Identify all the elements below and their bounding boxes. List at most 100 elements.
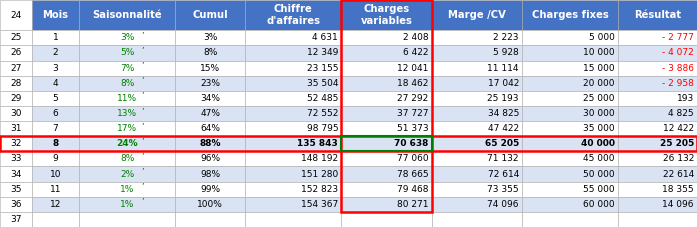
Text: 70 638: 70 638 xyxy=(395,139,429,148)
Text: 1: 1 xyxy=(52,33,59,42)
Text: Résultat: Résultat xyxy=(634,10,681,20)
Bar xyxy=(0,30,31,45)
Text: Mois: Mois xyxy=(43,10,68,20)
Bar xyxy=(431,106,522,121)
Bar xyxy=(341,0,431,212)
Bar xyxy=(175,166,245,182)
Text: 3: 3 xyxy=(52,64,59,73)
Bar xyxy=(79,106,175,121)
Text: 30 000: 30 000 xyxy=(583,109,615,118)
Text: 10 000: 10 000 xyxy=(583,49,615,57)
Bar xyxy=(175,106,245,121)
Text: 27: 27 xyxy=(10,64,22,73)
Text: Saisonnalité: Saisonnalité xyxy=(92,10,162,20)
Text: 3%: 3% xyxy=(203,33,217,42)
Text: 30: 30 xyxy=(10,109,22,118)
Bar xyxy=(522,30,618,45)
Bar xyxy=(431,121,522,136)
Bar xyxy=(245,212,341,227)
Bar xyxy=(341,0,431,30)
Text: 13%: 13% xyxy=(117,109,137,118)
Text: 78 665: 78 665 xyxy=(397,170,429,178)
Bar xyxy=(245,76,341,91)
Bar xyxy=(31,45,79,61)
Text: 47 422: 47 422 xyxy=(488,124,519,133)
Bar xyxy=(522,136,618,151)
Bar xyxy=(0,106,31,121)
Text: 25 000: 25 000 xyxy=(583,94,615,103)
Bar xyxy=(522,197,618,212)
Bar xyxy=(175,91,245,106)
Bar xyxy=(522,0,618,30)
Text: 31: 31 xyxy=(10,124,22,133)
Text: 25 193: 25 193 xyxy=(487,94,519,103)
Bar xyxy=(341,76,431,91)
Text: 15%: 15% xyxy=(200,64,220,73)
Text: ’: ’ xyxy=(141,77,144,86)
Text: 10: 10 xyxy=(49,170,61,178)
Bar xyxy=(245,61,341,76)
Text: 18 355: 18 355 xyxy=(662,185,694,194)
Text: 12 422: 12 422 xyxy=(663,124,694,133)
Bar xyxy=(522,166,618,182)
Bar xyxy=(618,182,697,197)
Text: 8%: 8% xyxy=(203,49,217,57)
Bar xyxy=(0,136,697,151)
Bar xyxy=(431,0,522,30)
Bar xyxy=(31,136,79,151)
Bar xyxy=(618,30,697,45)
Text: 36: 36 xyxy=(10,200,22,209)
Bar xyxy=(341,151,431,166)
Bar xyxy=(245,151,341,166)
Bar xyxy=(0,61,31,76)
Text: 35 504: 35 504 xyxy=(307,79,338,88)
Text: 1%: 1% xyxy=(120,185,135,194)
Bar xyxy=(341,30,431,45)
Text: 24%: 24% xyxy=(116,139,138,148)
Text: 29: 29 xyxy=(10,94,22,103)
Text: ’: ’ xyxy=(141,153,144,162)
Text: 52 485: 52 485 xyxy=(307,94,338,103)
Text: 11%: 11% xyxy=(117,94,137,103)
Bar xyxy=(245,166,341,182)
Bar xyxy=(79,151,175,166)
Text: ’: ’ xyxy=(141,123,144,132)
Text: 17%: 17% xyxy=(117,124,137,133)
Bar xyxy=(341,197,431,212)
Bar xyxy=(31,76,79,91)
Bar xyxy=(79,136,175,151)
Bar xyxy=(31,61,79,76)
Bar xyxy=(245,0,341,30)
Bar xyxy=(31,121,79,136)
Bar xyxy=(175,121,245,136)
Text: - 2 958: - 2 958 xyxy=(662,79,694,88)
Bar xyxy=(522,61,618,76)
Text: Charges fixes: Charges fixes xyxy=(532,10,608,20)
Bar xyxy=(431,151,522,166)
Text: Marge /CV: Marge /CV xyxy=(447,10,505,20)
Text: 23%: 23% xyxy=(200,79,220,88)
Bar xyxy=(175,76,245,91)
Bar xyxy=(0,166,31,182)
Text: 25: 25 xyxy=(10,33,22,42)
Text: 4 631: 4 631 xyxy=(312,33,338,42)
Bar xyxy=(245,45,341,61)
Text: 80 271: 80 271 xyxy=(397,200,429,209)
Text: 77 060: 77 060 xyxy=(397,154,429,163)
Bar xyxy=(341,106,431,121)
Bar xyxy=(175,182,245,197)
Text: 2 223: 2 223 xyxy=(493,33,519,42)
Text: 34: 34 xyxy=(10,170,22,178)
Text: 12 349: 12 349 xyxy=(307,49,338,57)
Text: ’: ’ xyxy=(141,47,144,56)
Text: 18 462: 18 462 xyxy=(397,79,429,88)
Text: 8: 8 xyxy=(52,139,59,148)
Text: 9: 9 xyxy=(52,154,59,163)
Bar xyxy=(175,197,245,212)
Text: 34 825: 34 825 xyxy=(487,109,519,118)
Text: 96%: 96% xyxy=(200,154,220,163)
Bar xyxy=(175,30,245,45)
Text: 15 000: 15 000 xyxy=(583,64,615,73)
Text: 8%: 8% xyxy=(120,154,135,163)
Bar xyxy=(79,182,175,197)
